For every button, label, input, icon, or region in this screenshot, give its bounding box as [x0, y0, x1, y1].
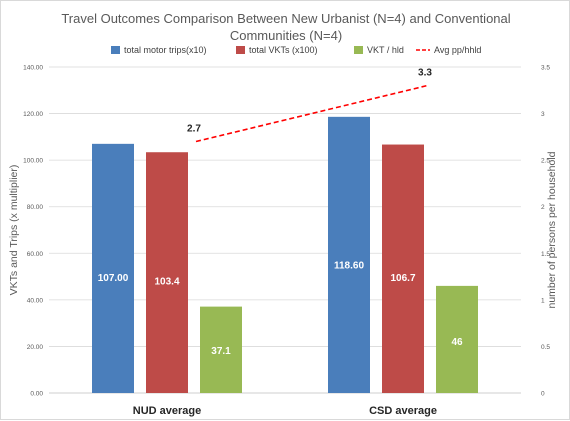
y-right-tick-label: 1	[541, 297, 545, 304]
y-right-tick-label: 0.5	[541, 344, 550, 351]
y-tick-label: 100.00	[23, 158, 43, 165]
y-right-tick-label: 3	[541, 111, 545, 118]
y-tick-label: 20.00	[27, 344, 44, 351]
y-right-tick-label: 2.5	[541, 158, 550, 165]
line-data-label: 3.3	[418, 68, 432, 79]
y-tick-label: 80.00	[27, 204, 44, 211]
bar	[328, 116, 370, 394]
y-right-tick-label: 2	[541, 204, 545, 211]
y-right-tick-label: 3.5	[541, 65, 550, 72]
bar	[92, 143, 134, 393]
y-tick-label: 120.00	[23, 111, 43, 118]
legend-swatch	[111, 46, 120, 54]
data-label: 37.1	[211, 346, 231, 357]
bar	[436, 285, 478, 393]
legend-label: Avg pp/hhld	[434, 45, 481, 55]
y-tick-label: 60.00	[27, 251, 44, 258]
bar	[146, 152, 188, 393]
y-right-tick-label: 1.5	[541, 251, 550, 258]
chart-title: Travel Outcomes Comparison Between New U…	[61, 11, 511, 43]
data-label: 118.60	[334, 261, 364, 272]
legend-label: VKT / hld	[367, 45, 404, 55]
data-label: 46	[451, 337, 463, 348]
data-label: 106.7	[390, 273, 415, 284]
legend-swatch	[236, 46, 245, 54]
bar	[382, 144, 424, 393]
data-label: 103.4	[154, 277, 179, 288]
y-right-axis-title: number of persons per household	[546, 151, 558, 308]
legend-label: total VKTs (x100)	[249, 45, 318, 55]
data-label: 107.00	[98, 273, 129, 284]
category-label: CSD average	[369, 405, 437, 417]
legend-label: total motor trips(x10)	[124, 45, 207, 55]
y-tick-label: 40.00	[27, 297, 44, 304]
bar	[200, 306, 242, 393]
legend-swatch	[354, 46, 363, 54]
line-data-label: 2.7	[187, 124, 201, 135]
y-tick-label: 0.00	[30, 391, 43, 398]
y-right-tick-label: 0	[541, 391, 545, 398]
y-axis-title: VKTs and Trips (x multiplier)	[8, 165, 20, 296]
y-tick-label: 140.00	[23, 65, 43, 72]
category-label: NUD average	[133, 405, 201, 417]
